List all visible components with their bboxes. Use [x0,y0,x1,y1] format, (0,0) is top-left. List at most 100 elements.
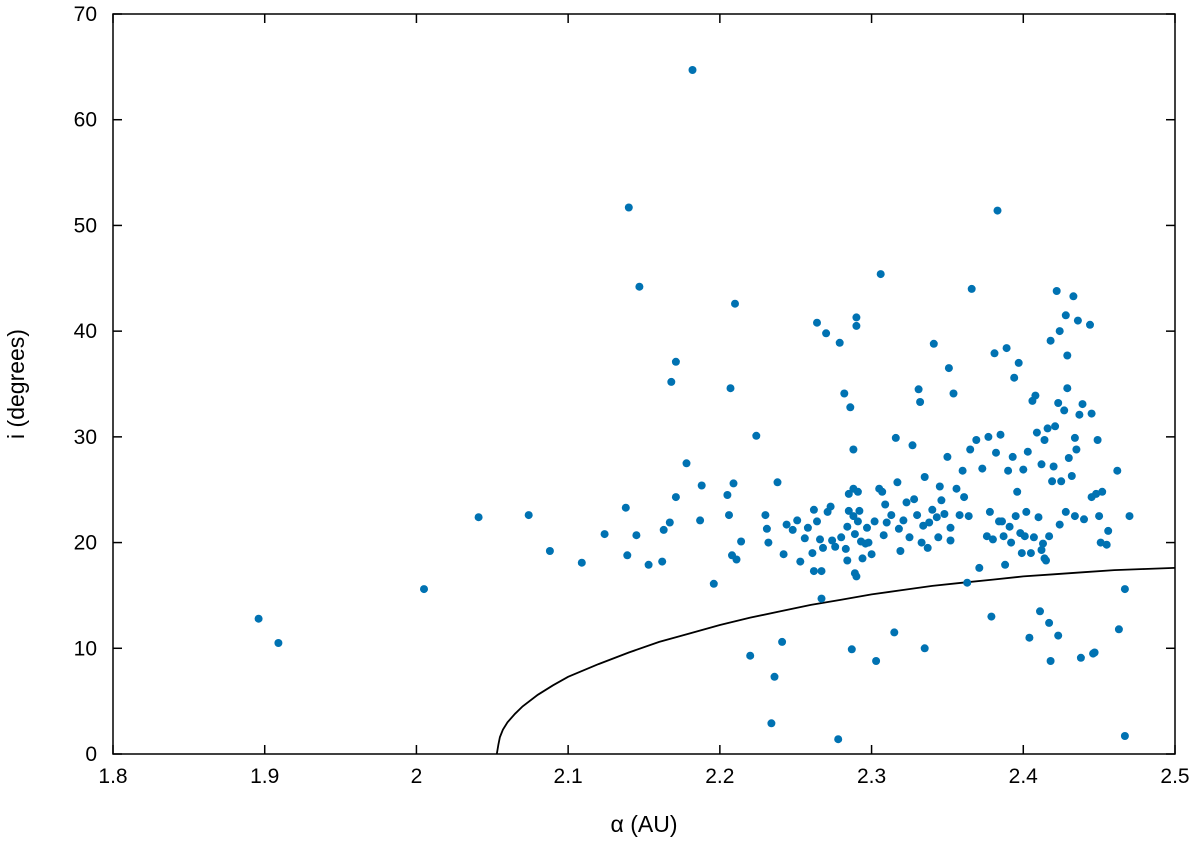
x-tick-label: 2.3 [857,765,886,788]
scatter-point [993,206,1002,215]
scatter-point [890,628,899,637]
scatter-point [762,524,771,533]
scatter-point [849,445,858,454]
scatter-point [1034,513,1043,522]
scatter-point [1054,399,1063,407]
y-axis-title: i (degrees) [3,329,29,439]
scatter-point [778,637,787,646]
scatter-point [925,518,934,527]
scatter-point [828,536,837,545]
scatter-point [1029,533,1038,542]
scatter-point [644,560,653,569]
scatter-point [1049,462,1058,471]
scatter-point [946,536,955,545]
scatter-point [1060,406,1069,415]
scatter-point [1045,618,1054,627]
scatter-point [697,481,706,490]
scatter-point [858,554,867,563]
y-tick-label: 50 [74,214,97,237]
scatter-point [1063,384,1072,393]
scatter-point [887,511,896,520]
scatter-point [934,533,943,542]
scatter-point [878,487,887,496]
axis-ticks [112,13,1176,755]
scatter-point [725,511,733,520]
scatter-point [937,496,946,505]
scatter-point [1017,549,1026,558]
scatter-point [844,489,853,498]
scatter-point [800,534,809,543]
scatter-point [1032,428,1041,437]
scatter-point [843,522,852,531]
scatter-point [1039,539,1047,548]
scatter-point [1075,410,1084,419]
y-tick-label: 60 [74,109,97,132]
scatter-point [870,517,879,526]
scatter-point [850,530,859,539]
scatter-point [1055,520,1064,529]
scatter-point [808,549,817,558]
y-tick-label: 0 [85,743,97,766]
scatter-point [1061,311,1070,320]
scatter-point [696,516,705,525]
scatter-point [658,557,667,566]
scatter-point [1086,320,1094,329]
scatter-point [1055,327,1064,336]
curve-layer [495,567,1176,755]
scatter-point [420,585,428,594]
scatter-point [1096,538,1105,547]
scatter-point [852,572,861,581]
scatter-point [1120,732,1129,740]
scatter-point [863,523,871,532]
scatter-point [1042,556,1050,565]
x-tick-label: 2 [411,765,423,788]
scatter-point [809,505,818,514]
scatter-point [940,510,949,518]
scatter-point [853,487,862,496]
scatter-point [841,544,850,553]
scatter-point [729,479,738,488]
scatter-point [817,567,826,576]
scatter-point [723,491,732,499]
scatter-point [1054,631,1063,640]
scatter-point [1070,433,1079,442]
scatter-point [902,498,911,507]
scatter-point [1073,316,1082,325]
scatter-point [843,556,852,565]
scatter-point [737,537,746,546]
scatter-point [1036,607,1044,616]
x-tick-label: 2.2 [705,765,734,788]
scatter-point [1061,507,1070,516]
scatter-point [1092,489,1101,498]
scatter-point [840,389,849,398]
scatter-point [761,511,770,520]
scatter-point [1045,532,1054,541]
scatter-point [1104,526,1113,535]
scatter-point [852,321,861,330]
scatter-point [1004,466,1013,475]
scatter-point [1057,477,1066,486]
scatter-point [826,502,835,511]
scatter-point [998,517,1006,526]
scatter-point [964,512,973,521]
x-tick-label: 2.5 [1160,765,1189,788]
scatter-point [985,507,994,516]
scatter-point [1031,391,1040,400]
scatter-point [987,612,996,621]
scatter-point [1095,512,1104,521]
scatter-point [1098,487,1107,496]
scatter-point [782,520,791,529]
scatter-point [1007,538,1016,547]
scatter-point [949,389,958,398]
scatter-point [1022,507,1031,516]
scatter-point [1087,409,1096,418]
scatter-point [899,516,908,525]
scatter-point [474,513,483,522]
scatter-point [1001,560,1010,569]
scatter-point [932,513,941,522]
scatter-point [1080,515,1088,524]
scatter-point [671,357,680,366]
scatter-point [1008,452,1017,461]
scatter-point [967,284,976,293]
